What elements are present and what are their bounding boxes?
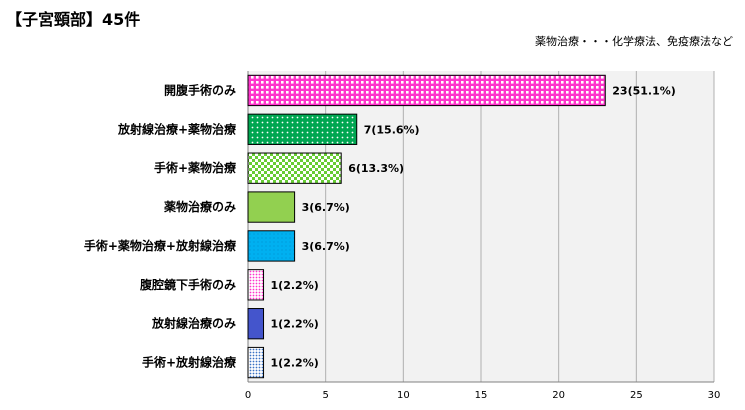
data-label: 3(6.7%) bbox=[302, 201, 350, 214]
category-label: 手術+放射線治療 bbox=[142, 355, 236, 370]
bar bbox=[247, 230, 296, 262]
bar bbox=[247, 74, 606, 107]
category-label: 手術+薬物治療 bbox=[154, 160, 236, 175]
data-label: 6(13.3%) bbox=[348, 162, 404, 175]
category-label: 手術+薬物治療+放射線治療 bbox=[84, 238, 236, 253]
chart-title: 【子宮頸部】45件 bbox=[6, 10, 141, 29]
labels: 0 5 10 15 20 25 30 開腹手術のみ 23(51.1%) 放射線治療+薬物治療 7(1… bbox=[84, 82, 720, 401]
x-tick-label: 10 bbox=[397, 390, 410, 401]
category-label: 腹腔鏡下手術のみ bbox=[140, 277, 236, 292]
bar bbox=[247, 269, 265, 301]
data-label: 23(51.1%) bbox=[612, 84, 676, 97]
bar bbox=[247, 191, 296, 223]
x-tick-label: 5 bbox=[322, 390, 328, 401]
category-label: 薬物治療のみ bbox=[164, 199, 236, 214]
category-label: 開腹手術のみ bbox=[164, 82, 236, 97]
bar bbox=[247, 113, 358, 145]
bar bbox=[247, 152, 342, 184]
x-tick-label: 30 bbox=[708, 390, 721, 401]
chart-note: 薬物治療・・・化学療法、免疫療法など bbox=[535, 35, 733, 48]
data-label: 1(2.2%) bbox=[271, 318, 319, 331]
data-label: 7(15.6%) bbox=[364, 123, 420, 136]
category-label: 放射線治療+薬物治療 bbox=[117, 121, 236, 136]
bars bbox=[247, 74, 606, 379]
x-tick-label: 20 bbox=[552, 390, 565, 401]
x-tick-label: 25 bbox=[630, 390, 643, 401]
data-label: 3(6.7%) bbox=[302, 240, 350, 253]
bar bbox=[247, 308, 265, 340]
category-label: 放射線治療のみ bbox=[151, 316, 236, 331]
data-label: 1(2.2%) bbox=[271, 357, 319, 370]
data-label: 1(2.2%) bbox=[271, 279, 319, 292]
x-tick-label: 0 bbox=[245, 390, 251, 401]
x-tick-label: 15 bbox=[475, 390, 488, 401]
bar bbox=[247, 346, 265, 379]
